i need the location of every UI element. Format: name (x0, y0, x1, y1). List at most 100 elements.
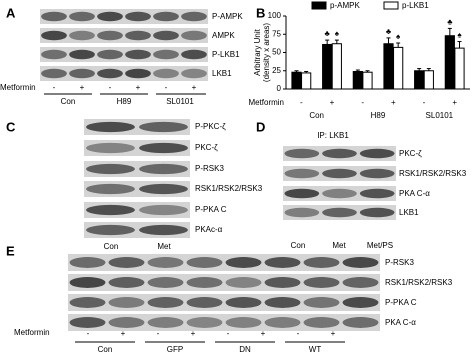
blot-band (303, 277, 340, 288)
blot-band (322, 148, 357, 159)
group-label: Con (98, 345, 113, 354)
legend-swatch (311, 1, 327, 10)
blot-band (139, 204, 188, 216)
blot-band (41, 68, 67, 79)
treatment-label: Metformin (14, 328, 50, 337)
blot-band (303, 297, 340, 308)
lane-label: Con (291, 241, 306, 250)
panel-label: D (256, 119, 265, 134)
bar (362, 71, 373, 90)
x-tick-label: + (391, 98, 396, 107)
blot-band (108, 277, 145, 288)
blot-label: P-RSK3 (195, 164, 224, 173)
legend-swatch (383, 1, 399, 10)
sign-label: - (227, 329, 230, 338)
blot-band (69, 257, 106, 268)
blot-band (186, 317, 223, 328)
legend-label: p-LKB1 (402, 1, 429, 10)
blot-band (97, 49, 123, 60)
group-label: Con (309, 111, 324, 120)
blot-label: P-RSK3 (385, 258, 414, 267)
blot-band (322, 188, 357, 199)
blot-band (139, 163, 188, 175)
significance-mark: ♣ (386, 27, 392, 36)
bar (393, 46, 404, 90)
blot-strip (68, 314, 380, 331)
blot-band (186, 257, 223, 268)
bar (352, 70, 363, 90)
blot-label: PKC-ζ (399, 149, 422, 158)
group-label: H89 (371, 111, 386, 120)
legend-label: p-AMPK (330, 1, 360, 10)
significance-mark: ♣ (447, 18, 453, 27)
blot-band (225, 277, 262, 288)
blot-band (125, 30, 151, 41)
blot-label: PKA C-α (399, 189, 430, 198)
significance-mark: ♠ (396, 32, 401, 41)
blot-band (359, 188, 395, 199)
blot-band (264, 297, 301, 308)
blot-band (139, 224, 188, 236)
lane-label: Met (332, 241, 346, 250)
blot-band (69, 297, 106, 308)
blot-label: P-AMPK (212, 12, 243, 21)
sign-label: - (53, 83, 56, 92)
blot-strip (68, 254, 380, 271)
blot-band (284, 207, 320, 218)
y-tick-label: 50 (272, 48, 281, 57)
blot-band (86, 121, 135, 133)
group-label: SL0101 (166, 97, 194, 106)
y-axis-label: Arbitrary Unit (253, 28, 262, 75)
blot-band (41, 49, 67, 60)
blot-label: LKB1 (212, 69, 232, 78)
sign-label: - (165, 83, 168, 92)
group-label: Con (61, 97, 76, 106)
x-tick-label: - (361, 98, 364, 107)
blot-band (153, 30, 179, 41)
x-axis-label: Metformin (248, 98, 284, 107)
blot-band (153, 49, 179, 60)
blot-strip (68, 274, 380, 291)
group-label: GFP (167, 345, 183, 354)
bar (454, 47, 465, 90)
blot-band (125, 68, 151, 79)
blot-label: PKC-ζ (195, 143, 218, 152)
blot-band (69, 68, 95, 79)
blot-label: P-PKC-ζ (195, 122, 226, 131)
sign-label: + (192, 83, 197, 92)
sign-label: + (80, 83, 85, 92)
blot-band (41, 30, 67, 41)
blot-label: PKAc-α (195, 225, 223, 234)
y-tick-label: 75 (272, 29, 281, 38)
blot-band (97, 11, 123, 22)
blot-band (186, 277, 223, 288)
blot-label: P-LKB1 (212, 50, 240, 59)
sign-label: + (261, 329, 266, 338)
blot-band (97, 30, 123, 41)
blot-band (108, 257, 145, 268)
sign-label: - (109, 83, 112, 92)
blot-band (139, 183, 188, 195)
bar (331, 43, 342, 90)
bar (423, 70, 434, 90)
blot-band (147, 317, 184, 328)
blot-label: LKB1 (399, 208, 419, 217)
bar (301, 72, 312, 90)
sign-label: + (136, 83, 141, 92)
blot-band (342, 317, 379, 328)
sign-label: + (191, 329, 196, 338)
blot-band (108, 297, 145, 308)
blot-band (264, 277, 301, 288)
blot-label: PKA C-α (385, 318, 416, 327)
blot-band (284, 148, 320, 159)
bar (291, 71, 302, 90)
x-tick-label: + (452, 98, 457, 107)
y-tick-label: 0 (277, 84, 282, 93)
blot-band (342, 297, 379, 308)
bar (322, 43, 333, 90)
bar (444, 35, 455, 90)
y-tick-label: 25 (272, 66, 281, 75)
y-tick-label: 100 (268, 11, 282, 20)
lane-label: Con (104, 242, 119, 251)
blot-label: P-PKA C (195, 205, 227, 214)
